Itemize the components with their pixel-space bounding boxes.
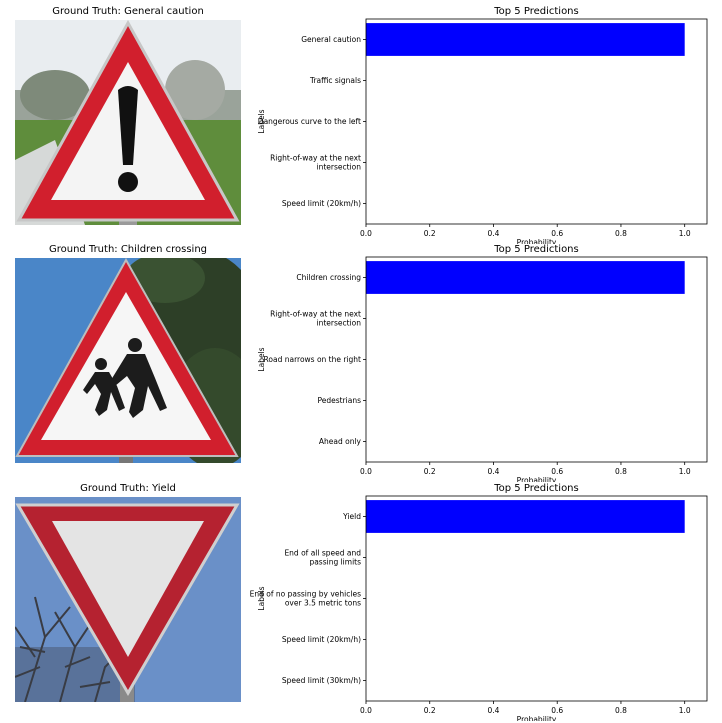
x-axis-label: Probability: [517, 476, 557, 482]
y-tick-label-line: Ahead only: [319, 437, 362, 446]
x-tick-label: 0.0: [360, 706, 372, 715]
y-tick-label: Traffic signals: [309, 76, 361, 85]
y-tick-label-line: Speed limit (30km/h): [282, 676, 361, 685]
chart-title: Top 5 Predictions: [494, 6, 579, 17]
x-axis-label: Probability: [517, 715, 557, 721]
y-tick-label: Pedestrians: [317, 396, 361, 405]
x-tick-label: 0.4: [488, 467, 500, 476]
ground-truth-title: Ground Truth: Children crossing: [48, 244, 208, 255]
y-tick-label-line: General caution: [301, 35, 361, 44]
bar: [366, 23, 685, 56]
chart-title: Top 5 Predictions: [494, 244, 579, 255]
y-tick-label-line: Dangerous curve to the left: [258, 117, 361, 126]
y-tick-label-line: Pedestrians: [317, 396, 361, 405]
x-tick-label: 0.4: [488, 229, 500, 238]
x-tick-label: 1.0: [679, 467, 691, 476]
y-tick-label: Children crossing: [296, 273, 361, 282]
sign-photo: [15, 258, 241, 463]
y-tick-label: Yield: [342, 512, 361, 521]
bar-chart: General caution Traffic signals Dangerous …: [257, 18, 708, 244]
x-axis-label: Probability: [517, 238, 557, 244]
y-tick-label: Dangerous curve to the left: [258, 117, 361, 126]
children-crossing-sign-icon: [15, 258, 241, 463]
x-tick-label: 0.2: [424, 229, 436, 238]
y-tick-label: General caution: [301, 35, 361, 44]
y-tick-label: Right-of-way at the next intersection: [270, 310, 361, 328]
y-tick-label-line: End of all speed and: [284, 549, 361, 558]
y-tick-label: Speed limit (20km/h): [282, 199, 361, 208]
x-tick-label: 1.0: [679, 229, 691, 238]
x-tick-label: 0.6: [551, 467, 563, 476]
chart-title: Top 5 Predictions: [494, 483, 579, 494]
sign-photo: [15, 497, 241, 702]
bar: [366, 500, 685, 533]
x-tick-label: 0.8: [615, 706, 627, 715]
prediction-row-3: Ground Truth: Yield Top 5 Predictions Yi…: [0, 483, 722, 721]
top5-chart: Top 5 Predictions General caution Traffic…: [240, 6, 722, 244]
sign-photo: [15, 20, 241, 225]
top5-chart: Top 5 Predictions Yield End of all speed …: [240, 483, 722, 721]
x-tick-label: 0.2: [424, 706, 436, 715]
y-tick-label: Right-of-way at the next intersection: [270, 154, 361, 172]
y-tick-label: End of no passing by vehicles over 3.5 me…: [250, 590, 361, 608]
ground-truth-title: Ground Truth: Yield: [80, 483, 176, 494]
y-tick-label-line: Speed limit (20km/h): [282, 635, 361, 644]
x-tick-label: 0.0: [360, 467, 372, 476]
y-tick-label-line: Speed limit (20km/h): [282, 199, 361, 208]
y-axis-label: Labels: [257, 347, 266, 371]
prediction-row-2: Ground Truth: Children crossing Top 5 Pr…: [0, 244, 722, 482]
y-axis-label: Labels: [257, 109, 266, 133]
x-tick-label: 0.2: [424, 467, 436, 476]
y-tick-label-line: Road narrows on the right: [264, 355, 362, 364]
top5-chart: Top 5 Predictions Children crossing Right…: [240, 244, 722, 482]
y-tick-label-line: intersection: [317, 163, 362, 172]
x-tick-label: 0.0: [360, 229, 372, 238]
y-tick-label-line: over 3.5 metric tons: [285, 599, 361, 608]
x-tick-label: 1.0: [679, 706, 691, 715]
y-tick-label-line: Traffic signals: [309, 76, 361, 85]
x-tick-label: 0.6: [551, 706, 563, 715]
y-tick-label-line: Children crossing: [296, 273, 361, 282]
y-tick-label-line: End of no passing by vehicles: [250, 590, 361, 599]
y-axis-label: Labels: [257, 586, 266, 610]
y-tick-label: Road narrows on the right: [264, 355, 362, 364]
y-tick-label: Speed limit (30km/h): [282, 676, 361, 685]
general-caution-sign-icon: [15, 20, 241, 225]
bar: [366, 261, 685, 294]
y-tick-label-line: Right-of-way at the next: [270, 310, 361, 319]
x-tick-label: 0.4: [488, 706, 500, 715]
y-tick-label: End of all speed and passing limits: [284, 549, 361, 567]
ground-truth-title: Ground Truth: General caution: [52, 6, 204, 17]
yield-sign-icon: [15, 497, 241, 702]
x-tick-label: 0.8: [615, 229, 627, 238]
bar-chart: Children crossing Right-of-way at the nex…: [257, 256, 708, 482]
x-tick-label: 0.8: [615, 467, 627, 476]
y-tick-label: Ahead only: [319, 437, 362, 446]
y-tick-label-line: intersection: [317, 319, 362, 328]
y-tick-label-line: Yield: [342, 512, 361, 521]
x-tick-label: 0.6: [551, 229, 563, 238]
y-tick-label: Speed limit (20km/h): [282, 635, 361, 644]
y-tick-label-line: passing limits: [309, 558, 361, 567]
y-tick-label-line: Right-of-way at the next: [270, 154, 361, 163]
prediction-row-1: Ground Truth: General caution Top 5 Pred…: [0, 6, 722, 244]
